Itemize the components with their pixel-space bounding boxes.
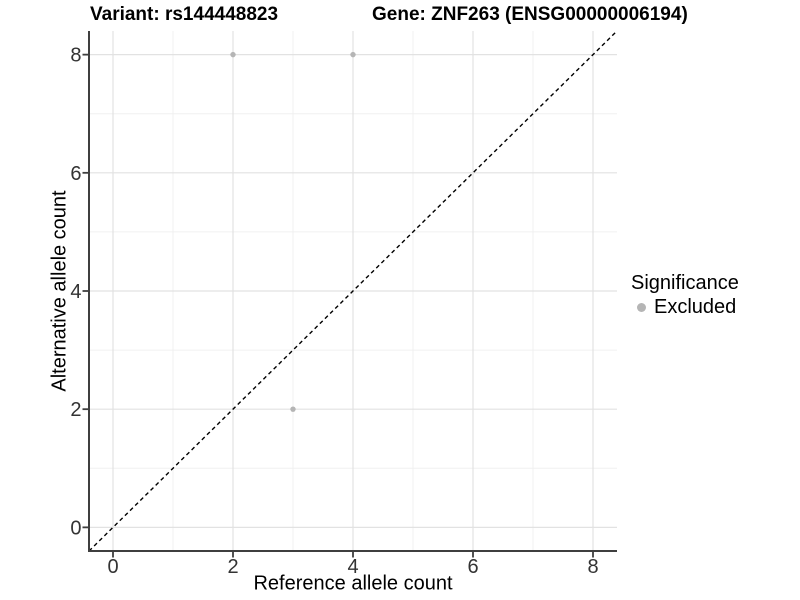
x-tick-label: 6 xyxy=(467,556,478,578)
y-tick-label: 6 xyxy=(70,163,81,185)
x-tick-label: 4 xyxy=(347,556,358,578)
plot-title-gene: Gene: ZNF263 (ENSG00000006194) xyxy=(372,4,688,25)
data-point xyxy=(350,51,356,58)
y-tick-label: 4 xyxy=(70,281,81,303)
y-tick-label: 2 xyxy=(70,399,81,421)
x-tick-label: 2 xyxy=(227,556,238,578)
legend: Significance Excluded xyxy=(631,272,739,319)
tick-marks xyxy=(82,53,594,558)
data-point xyxy=(230,51,236,58)
legend-item-label: Excluded xyxy=(654,296,737,318)
x-tick-label: 0 xyxy=(107,556,118,578)
tick-labels: 0 2 4 6 8 0 2 4 6 8 xyxy=(70,45,598,578)
identity-line xyxy=(88,30,618,552)
y-tick-label: 8 xyxy=(70,45,81,67)
data-point xyxy=(290,406,296,412)
legend-title: Significance xyxy=(631,272,739,294)
legend-item-excluded: Excluded xyxy=(637,296,739,319)
y-axis-title: Alternative allele count xyxy=(48,190,71,392)
data-points xyxy=(230,51,356,412)
legend-point-icon xyxy=(637,303,646,312)
plot-title-variant: Variant: rs144448823 xyxy=(90,4,279,25)
x-tick-label: 8 xyxy=(587,556,598,578)
x-axis-title: Reference allele count xyxy=(253,572,453,595)
y-tick-label: 0 xyxy=(70,517,81,539)
axis-lines xyxy=(88,31,617,552)
